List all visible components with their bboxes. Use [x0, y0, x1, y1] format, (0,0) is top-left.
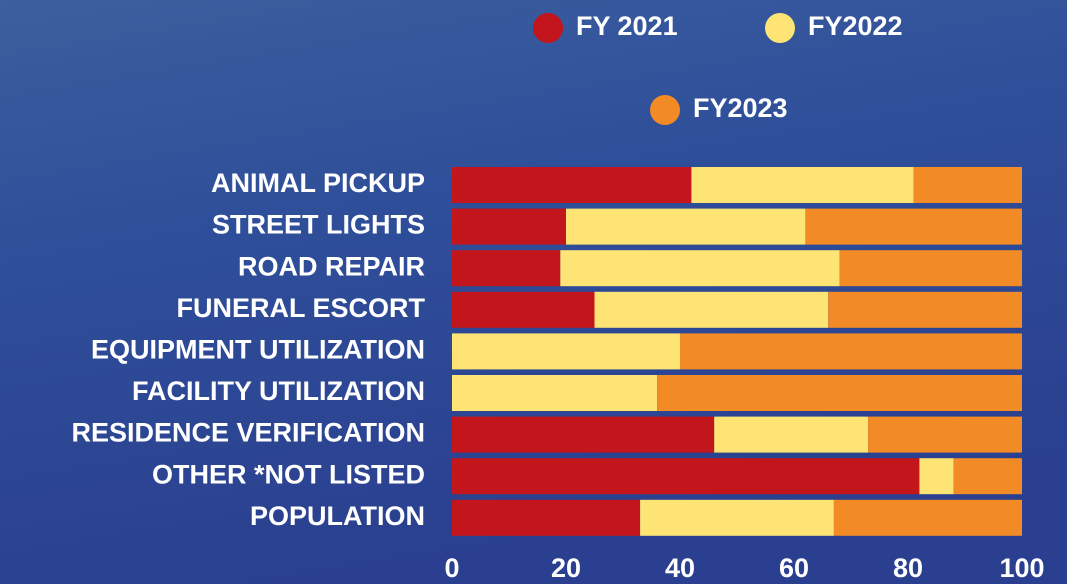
bar-segment	[452, 417, 714, 453]
y-tick-label: FUNERAL ESCORT	[176, 293, 425, 323]
bar-segment	[691, 167, 913, 203]
bar-segment	[954, 458, 1022, 494]
x-tick-label: 0	[444, 553, 459, 583]
y-tick-label: POPULATION	[250, 501, 425, 531]
bar-segment	[452, 209, 566, 245]
x-tick-label: 60	[779, 553, 809, 583]
y-tick-label: ANIMAL PICKUP	[211, 168, 425, 198]
y-tick-label: OTHER *NOT LISTED	[152, 459, 425, 489]
x-tick-label: 20	[551, 553, 581, 583]
bar-segment	[914, 167, 1022, 203]
y-tick-label: STREET LIGHTS	[212, 210, 425, 240]
y-tick-label: ROAD REPAIR	[238, 251, 425, 281]
bar-segment	[657, 375, 1022, 411]
bar-segment	[834, 500, 1022, 536]
bar-segment	[560, 250, 839, 286]
bar-segment	[868, 417, 1022, 453]
y-tick-label: FACILITY UTILIZATION	[132, 376, 425, 406]
bar-segment	[452, 458, 919, 494]
bar-segment	[452, 500, 640, 536]
y-tick-label: EQUIPMENT UTILIZATION	[91, 335, 425, 365]
bar-segment	[452, 250, 560, 286]
legend-label: FY2023	[693, 93, 788, 123]
legend-marker	[765, 13, 795, 43]
bar-segment	[452, 375, 657, 411]
bar-segment	[680, 333, 1022, 369]
page: FY 2021 FY2022 FY2023 ANIMAL PICKUP STREET L…	[0, 0, 1067, 584]
bar-segment	[805, 209, 1022, 245]
chart: FY 2021 FY2022 FY2023 ANIMAL PICKUP STREET L…	[0, 0, 1067, 584]
bar-segment	[840, 250, 1022, 286]
bar-segment	[566, 209, 805, 245]
legend-label: FY2022	[808, 11, 903, 41]
bar-segment	[452, 167, 691, 203]
bar-segment	[452, 292, 595, 328]
bar-segment	[452, 333, 680, 369]
x-tick-label: 40	[665, 553, 695, 583]
legend-marker	[533, 13, 563, 43]
bar-segment	[828, 292, 1022, 328]
legend-marker	[650, 95, 680, 125]
x-tick-label: 80	[893, 553, 923, 583]
x-tick-label: 100	[999, 553, 1044, 583]
bar-segment	[714, 417, 868, 453]
bar-segment	[919, 458, 953, 494]
bar-segment	[640, 500, 834, 536]
y-tick-label: RESIDENCE VERIFICATION	[71, 418, 425, 448]
legend-label: FY 2021	[576, 11, 678, 41]
bar-segment	[595, 292, 829, 328]
